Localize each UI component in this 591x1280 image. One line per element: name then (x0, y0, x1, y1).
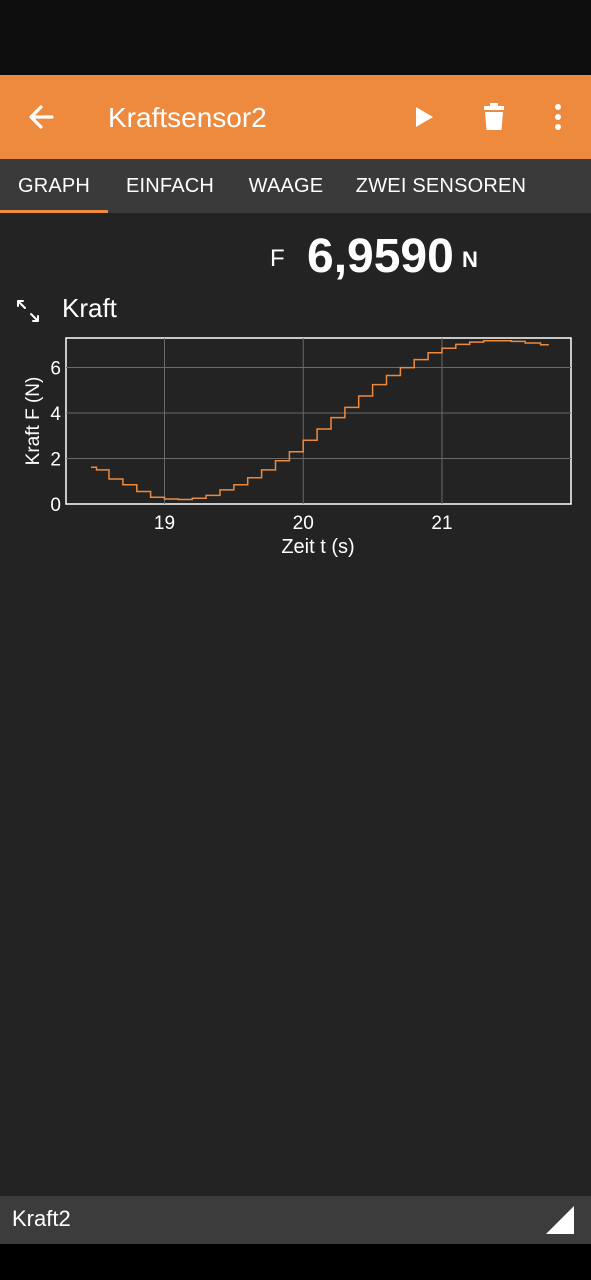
y-tick-label: 6 (50, 359, 61, 380)
reading-value: 6,9590 (307, 230, 454, 283)
tab-einfach[interactable]: EINFACH (125, 175, 215, 197)
resize-corner-icon[interactable] (544, 1204, 576, 1236)
sensor-label: Kraft2 (12, 1206, 71, 1231)
app-title: Kraftsensor2 (108, 102, 267, 133)
y-axis-label: Kraft F (N) (23, 377, 44, 466)
expand-graph-button[interactable] (14, 297, 42, 325)
tab-zwei-sensoren[interactable]: ZWEI SENSOREN (355, 175, 527, 197)
graph-title: Kraft (62, 293, 117, 323)
more-vertical-icon (555, 104, 561, 130)
reading-symbol: F (270, 245, 285, 272)
tick-labels: 19 20 21 0 2 4 6 (50, 359, 452, 534)
reading-unit: N (462, 247, 478, 272)
arrow-left-icon (29, 105, 54, 129)
force-chart[interactable]: 19 20 21 0 2 4 6 Zeit t (s) Kraft F (N) (0, 333, 591, 563)
trash-icon (484, 103, 504, 130)
tab-bar: GRAPH EINFACH WAAGE ZWEI SENSOREN (0, 159, 591, 213)
y-tick-label: 4 (50, 404, 61, 425)
y-tick-label: 0 (50, 495, 61, 516)
tab-waage[interactable]: WAAGE (248, 175, 324, 197)
grid-lines (66, 338, 571, 504)
graph-content: F 6,9590 N Kraft 19 20 21 0 2 4 6 Zeit t (s) K… (0, 213, 591, 1196)
navigation-bar (0, 1244, 591, 1280)
x-tick-label: 19 (154, 513, 175, 534)
y-tick-label: 2 (50, 450, 61, 471)
status-bar (0, 0, 591, 75)
plot-area (65, 337, 572, 505)
x-axis-label: Zeit t (s) (281, 536, 354, 558)
tab-graph[interactable]: GRAPH (0, 159, 108, 213)
graph-header: Kraft (0, 289, 591, 329)
back-button[interactable] (22, 97, 62, 137)
app-bar: Kraftsensor2 (0, 75, 591, 159)
current-reading: F 6,9590 N (0, 213, 591, 303)
more-options-button[interactable] (538, 97, 578, 137)
delete-button[interactable] (474, 97, 514, 137)
x-tick-label: 21 (431, 513, 452, 534)
play-icon (416, 107, 433, 127)
play-button[interactable] (404, 97, 444, 137)
series-line (91, 339, 549, 501)
sensor-bar[interactable]: Kraft2 (0, 1196, 591, 1244)
expand-arrows-icon (17, 300, 39, 322)
x-tick-label: 20 (293, 513, 314, 534)
